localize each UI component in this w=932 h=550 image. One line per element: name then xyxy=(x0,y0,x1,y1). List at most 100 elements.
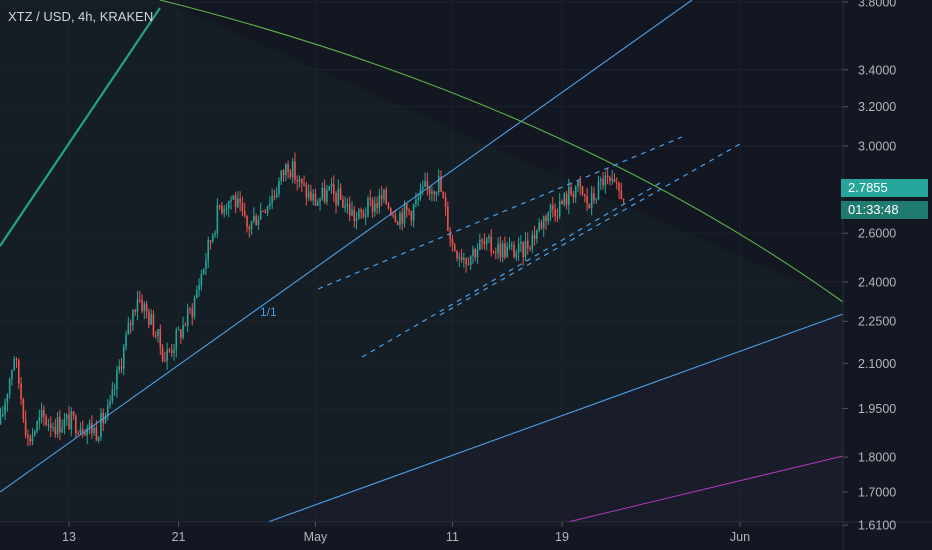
candle-body xyxy=(588,203,591,209)
candle-body xyxy=(602,179,604,186)
candle-body xyxy=(47,424,50,426)
fan-line-upper[interactable] xyxy=(0,0,693,493)
candle-body xyxy=(230,199,232,201)
candle-body xyxy=(166,349,168,361)
candle-body xyxy=(597,181,600,200)
candle-body xyxy=(353,209,356,222)
candle-body xyxy=(371,199,374,212)
candle-body xyxy=(157,329,159,337)
candle-body xyxy=(177,329,180,331)
candle-body xyxy=(49,424,52,429)
candle-body xyxy=(540,222,543,229)
candle-body xyxy=(314,193,317,206)
candle-body xyxy=(549,205,552,213)
candle-body xyxy=(205,260,207,269)
candle-body xyxy=(8,379,11,395)
candle-body xyxy=(618,182,620,191)
candle-body xyxy=(606,175,609,178)
candle-body xyxy=(95,427,98,441)
candle-body xyxy=(399,213,401,226)
candle-body xyxy=(17,360,20,384)
channel-lower-dashed[interactable] xyxy=(361,182,661,358)
candle-body xyxy=(330,184,333,187)
candle-body xyxy=(342,199,344,208)
candle-body xyxy=(460,256,463,260)
candle-body xyxy=(65,414,68,419)
time-tick-label: 13 xyxy=(62,530,76,544)
candle-body xyxy=(300,178,303,184)
teal-trend-line[interactable] xyxy=(0,7,161,247)
candle-body xyxy=(164,360,166,362)
candle-body xyxy=(483,241,486,244)
candle-body xyxy=(106,404,109,417)
fan-line-lower[interactable] xyxy=(267,313,844,523)
candle-body xyxy=(323,187,326,202)
candle-body xyxy=(335,193,337,205)
candle-body xyxy=(31,435,34,442)
candle-body xyxy=(442,191,445,199)
candle-body xyxy=(175,330,178,350)
candle-body xyxy=(522,241,524,257)
candle-body xyxy=(568,187,570,206)
price-tick-label: 3.0000 xyxy=(858,140,896,154)
candle-body xyxy=(403,203,406,224)
candle-body xyxy=(408,209,410,212)
candle-body xyxy=(494,252,497,254)
candle-body xyxy=(125,334,127,347)
candle-body xyxy=(367,198,369,216)
candle-body xyxy=(421,186,424,190)
candle-body xyxy=(364,215,367,217)
candle-body xyxy=(520,241,522,244)
candle-body xyxy=(243,211,246,216)
price-tick-label: 2.6000 xyxy=(858,227,896,241)
candle-body xyxy=(579,180,582,187)
candle-body xyxy=(75,415,77,434)
price-tick-label: 3.8000 xyxy=(858,0,896,9)
candle-body xyxy=(227,200,230,209)
candle-body xyxy=(275,193,278,197)
candle-body xyxy=(143,303,146,312)
candle-body xyxy=(383,189,385,200)
candle-body xyxy=(129,323,132,326)
candle-body xyxy=(348,203,351,216)
candle-body xyxy=(120,366,123,369)
candle-body xyxy=(93,427,95,434)
candle-body xyxy=(77,433,79,435)
candle-body xyxy=(611,178,613,182)
candle-body xyxy=(72,411,75,416)
channel-mid-dashed[interactable] xyxy=(439,143,741,316)
arc-curve[interactable] xyxy=(159,0,844,303)
candle-body xyxy=(337,188,340,205)
pink-trend-line[interactable] xyxy=(567,455,844,523)
candle-body xyxy=(223,209,225,213)
candle-body xyxy=(262,210,264,212)
candle-body xyxy=(148,311,150,325)
time-axis[interactable]: 13 21 May 11 19 Jun xyxy=(62,522,750,544)
candle-body xyxy=(447,206,449,231)
symbol-title: XTZ / USD, 4h, KRAKEN xyxy=(8,9,154,24)
candle-body xyxy=(68,414,70,430)
candle-body xyxy=(355,218,358,222)
candle-body xyxy=(305,184,308,198)
candle-body xyxy=(488,236,490,239)
candle-body xyxy=(390,208,392,216)
candle-body xyxy=(504,243,506,258)
candle-body xyxy=(271,196,273,204)
candle-body xyxy=(620,190,623,200)
candle-body xyxy=(150,313,152,325)
time-tick-label: 19 xyxy=(555,530,569,544)
candle-body xyxy=(145,303,148,312)
candle-body xyxy=(207,240,210,261)
candle-body xyxy=(533,234,536,239)
candle-body xyxy=(111,389,114,401)
price-tick-label: 1.6100 xyxy=(858,519,896,533)
candle-body xyxy=(234,195,237,208)
price-axis[interactable]: 3.8000 3.4000 3.2000 3.0000 2.6000 2.4000 2.25… xyxy=(843,0,896,533)
candle-body xyxy=(152,313,155,336)
candle-body xyxy=(499,243,502,258)
candle-body xyxy=(13,358,16,371)
candle-body xyxy=(358,209,360,219)
candle-body xyxy=(259,210,262,220)
candle-body xyxy=(321,187,324,199)
